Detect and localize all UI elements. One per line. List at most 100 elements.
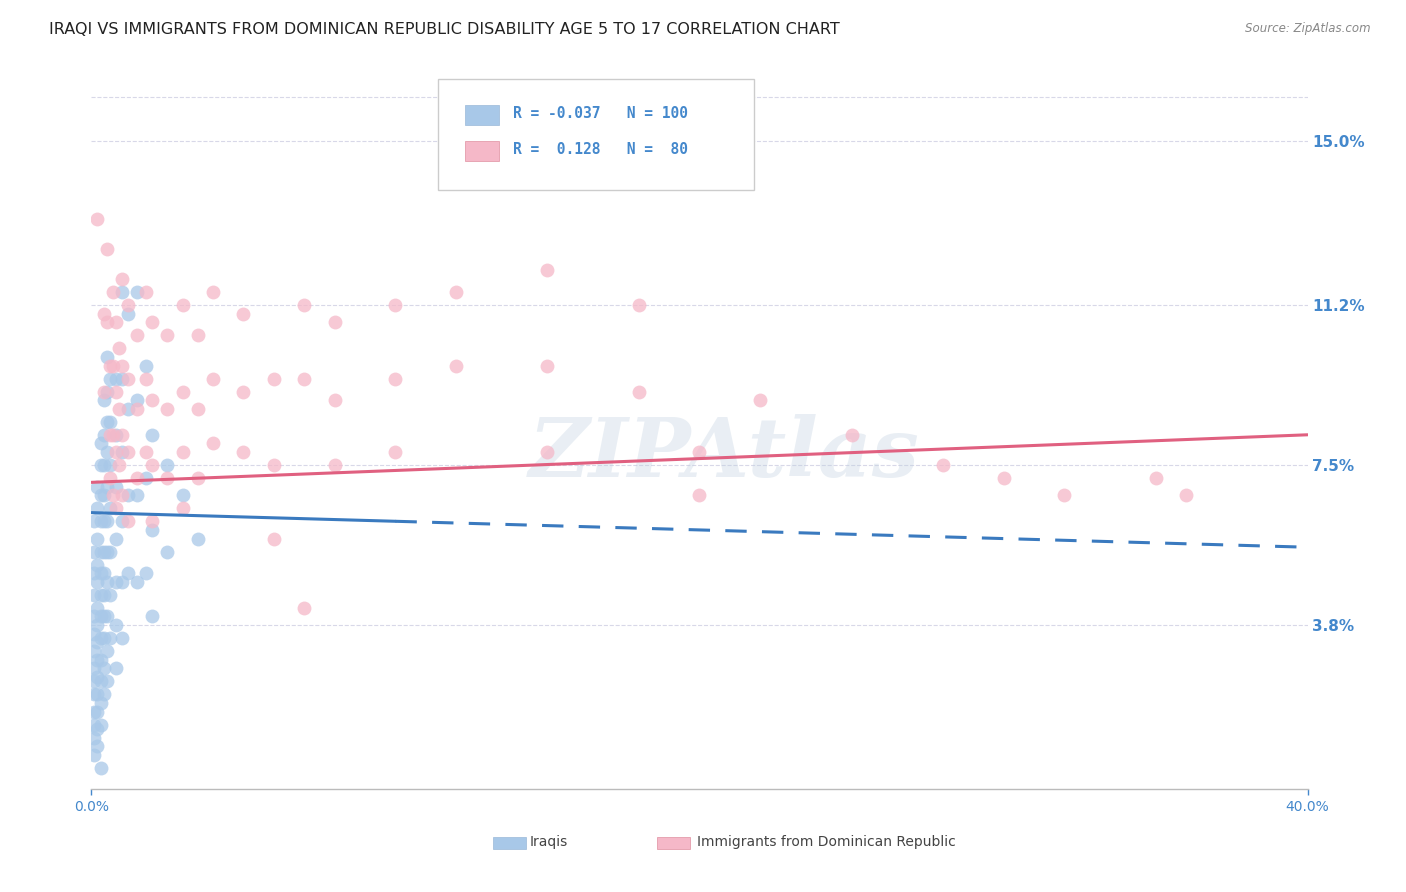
Point [86,600,108,615]
Point [96,315,118,329]
Point [263,532,285,546]
Point [117,298,139,312]
Point [107,401,129,416]
Point [172,298,194,312]
Point [172,384,194,399]
Point [125,401,148,416]
Point [101,285,124,299]
Point [117,514,139,528]
Point [111,445,134,459]
Text: R = -0.037   N = 100: R = -0.037 N = 100 [513,106,689,121]
Point [96,384,118,399]
Point [931,458,953,472]
Point [749,393,772,408]
Point [263,458,285,472]
Point [83,544,105,558]
Point [83,609,105,624]
Point [202,285,225,299]
Point [89,488,111,502]
Point [89,696,111,710]
Point [263,371,285,385]
Point [141,393,163,408]
Point [444,285,467,299]
Point [125,488,148,502]
Point [104,532,127,546]
Point [86,670,108,684]
Point [89,566,111,581]
Point [89,631,111,645]
Point [117,307,139,321]
Point [141,514,163,528]
Point [107,458,129,472]
Point [135,285,157,299]
Point [125,393,148,408]
Point [135,371,157,385]
Point [89,544,111,558]
Point [96,674,118,689]
Point [1053,488,1076,502]
Point [89,514,111,528]
Point [444,359,467,373]
Point [323,393,346,408]
Point [86,653,108,667]
Point [83,644,105,658]
Point [111,488,134,502]
FancyBboxPatch shape [465,105,499,125]
Point [83,661,105,675]
Point [96,514,118,528]
Point [135,445,157,459]
Point [104,661,127,675]
Point [96,415,118,429]
Point [86,705,108,719]
Point [323,458,346,472]
Point [141,458,163,472]
Point [156,401,179,416]
Point [125,471,148,485]
Point [135,471,157,485]
Point [98,458,121,472]
FancyBboxPatch shape [657,837,690,849]
Point [93,488,115,502]
Text: R =  0.128   N =  80: R = 0.128 N = 80 [513,142,689,157]
Point [627,384,650,399]
Point [323,315,346,329]
FancyBboxPatch shape [465,141,499,161]
Point [232,384,254,399]
Point [93,566,115,581]
Point [98,588,121,602]
Point [292,298,315,312]
Point [89,609,111,624]
Point [172,501,194,516]
Point [96,644,118,658]
Point [83,687,105,701]
Point [83,705,105,719]
Point [86,618,108,632]
Point [141,427,163,442]
Point [1174,488,1197,502]
Point [101,359,124,373]
Point [89,653,111,667]
Point [111,514,134,528]
Point [111,631,134,645]
Point [89,717,111,731]
Point [111,359,134,373]
Point [141,609,163,624]
Point [187,471,209,485]
Point [292,600,315,615]
FancyBboxPatch shape [439,79,754,190]
FancyBboxPatch shape [492,837,526,849]
Point [111,427,134,442]
Point [86,635,108,649]
Point [83,566,105,581]
Point [536,445,558,459]
Point [156,458,179,472]
Point [86,558,108,572]
Point [96,574,118,589]
Point [993,471,1015,485]
Point [96,350,118,364]
Point [83,588,105,602]
Point [627,298,650,312]
Point [117,445,139,459]
Point [117,371,139,385]
Point [104,501,127,516]
